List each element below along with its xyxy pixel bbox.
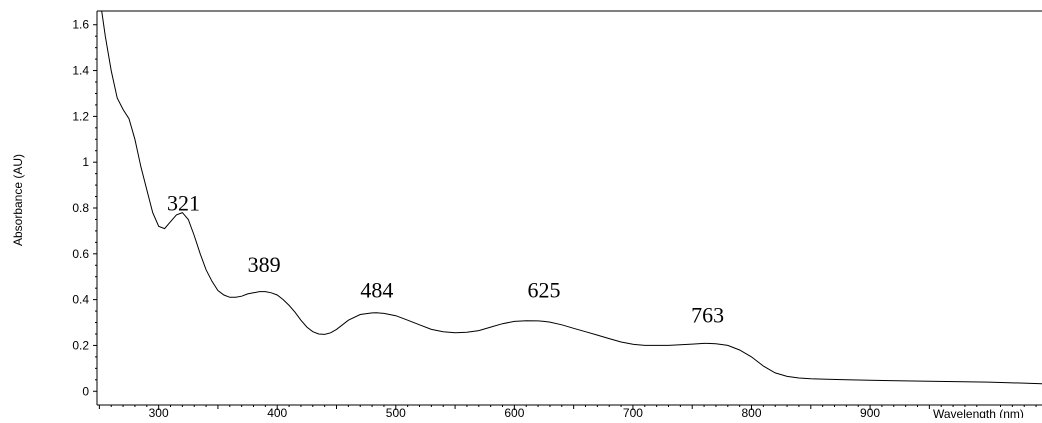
y-tick-label: 1.2 — [72, 109, 89, 123]
y-tick-label: 1.4 — [72, 64, 89, 78]
x-tick-label: 700 — [623, 406, 643, 418]
peak-label: 484 — [360, 277, 393, 302]
y-axis-title: Absorbance (AU) — [11, 154, 25, 246]
y-tick-label: 0.4 — [72, 293, 89, 307]
x-tick-label: 300 — [149, 406, 169, 418]
x-tick-label: 900 — [860, 406, 880, 418]
x-tick-label: 600 — [504, 406, 524, 418]
y-tick-label: 1.6 — [72, 18, 89, 32]
peak-label: 763 — [691, 303, 724, 328]
x-tick-label: 400 — [267, 406, 287, 418]
x-axis-ticks: 300 400 500 600 700 800 900 — [98, 405, 1037, 420]
y-tick-label: 0.2 — [72, 338, 89, 352]
x-tick-label: 500 — [386, 406, 406, 418]
y-axis-ticks: 0 0.2 0.4 0.6 0.8 1 1.2 1.4 1.6 — [72, 18, 97, 398]
absorbance-series-line — [101, 10, 1042, 385]
peak-label: 625 — [528, 277, 561, 302]
x-axis-title: Wavelength (nm) — [933, 407, 1024, 418]
peak-label: 321 — [167, 190, 200, 215]
peak-label: 389 — [248, 252, 281, 277]
peak-annotations: 321 389 484 625 763 — [167, 190, 724, 327]
y-tick-label: 0 — [82, 384, 89, 398]
y-tick-label: 0.8 — [72, 201, 89, 215]
y-tick-label: 0.6 — [72, 247, 89, 261]
y-tick-label: 1 — [82, 155, 89, 169]
x-tick-label: 800 — [741, 406, 761, 418]
